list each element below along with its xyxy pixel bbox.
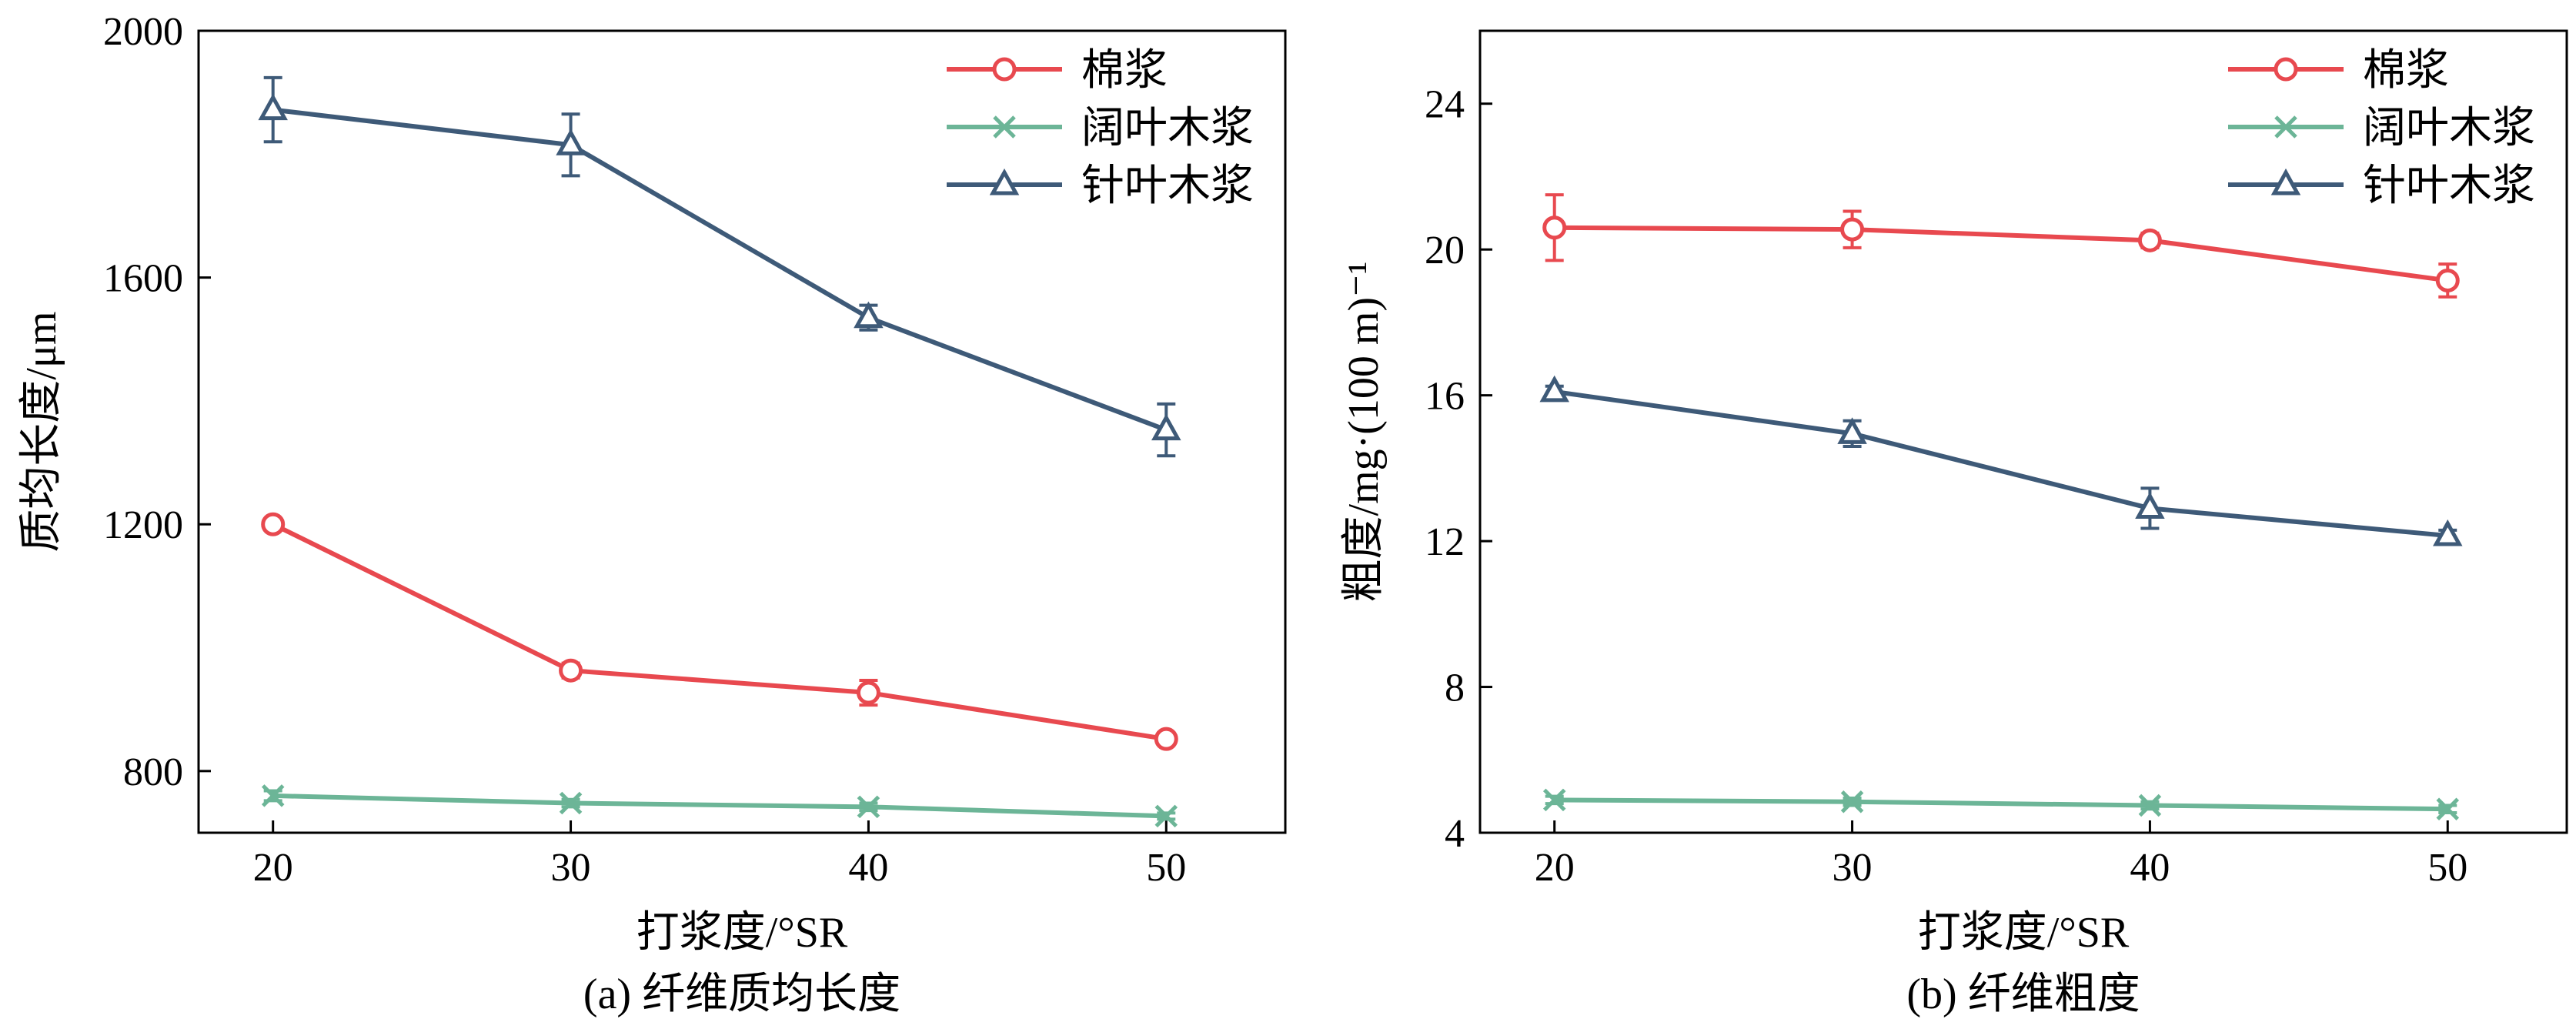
plot-frame [1478, 29, 2568, 834]
x-tick-label: 30 [551, 846, 591, 890]
data-point [2436, 797, 2460, 820]
data-point [1840, 217, 1865, 242]
y-axis-title: 质均长度/μm [18, 311, 65, 552]
x-tick-label: 40 [2130, 846, 2170, 890]
series-line [1554, 797, 2448, 812]
series-line [1554, 389, 2448, 538]
y-tick-label: 1200 [103, 503, 183, 547]
data-point [1840, 790, 1864, 814]
data-point [2435, 268, 2460, 292]
y-tick-label: 8 [1445, 667, 1465, 710]
legend-marker [992, 57, 1017, 82]
data-point [1151, 413, 1181, 441]
data-point [559, 791, 583, 815]
x-tick-label: 50 [2427, 846, 2467, 890]
data-point [2138, 793, 2162, 817]
data-point [857, 795, 880, 819]
data-point [1154, 804, 1178, 828]
x-tick-label: 20 [1535, 846, 1575, 890]
x-axis-title: 打浆度/°SR [1918, 909, 2130, 957]
data-point [856, 680, 880, 705]
legend-label: 阔叶木浆 [1081, 105, 1254, 152]
legend-label: 棉浆 [1081, 47, 1168, 95]
legend-marker [2270, 168, 2301, 195]
x-tick-label: 20 [253, 846, 293, 890]
y-tick-label: 12 [1425, 520, 1465, 564]
data-point [1542, 215, 1567, 240]
panel-caption: (a) 纤维质均长度 [583, 971, 900, 1018]
data-point [1154, 727, 1178, 751]
data-point [556, 129, 586, 155]
y-axis-title: 粗度/mg·(100 m)⁻¹ [1340, 262, 1388, 603]
y-tick-label: 2000 [103, 10, 183, 54]
y-tick-label: 800 [123, 750, 183, 794]
data-point [2433, 519, 2463, 546]
y-tick-label: 20 [1425, 229, 1465, 272]
y-tick-label: 24 [1425, 83, 1465, 127]
data-point [258, 93, 288, 121]
legend-label: 棉浆 [2363, 47, 2449, 95]
legend-marker [2274, 115, 2297, 139]
series-line [272, 793, 1167, 819]
data-point [261, 784, 285, 807]
series-line [1554, 225, 2448, 283]
y-tick-label: 4 [1445, 812, 1465, 856]
x-axis-title: 打浆度/°SR [636, 909, 848, 957]
data-point [2135, 492, 2165, 519]
y-tick-label: 1600 [103, 257, 183, 301]
data-point [261, 512, 286, 536]
x-tick-label: 40 [848, 846, 888, 890]
x-tick-label: 50 [1146, 846, 1186, 890]
data-point [1542, 788, 1566, 812]
panel-caption: (b) 纤维粗度 [1906, 971, 2140, 1018]
data-point [559, 658, 583, 683]
legend-label: 针叶木浆 [2363, 162, 2535, 210]
plot-frame [197, 29, 1287, 834]
legend-marker [989, 168, 1020, 195]
legend-label: 阔叶木浆 [2363, 105, 2535, 152]
legend-label: 针叶木浆 [1081, 162, 1254, 210]
data-point [2137, 228, 2162, 252]
data-point [854, 301, 884, 329]
x-tick-label: 30 [1833, 846, 1873, 890]
series-line [272, 107, 1168, 433]
data-point [1837, 417, 1867, 444]
legend-marker [993, 115, 1016, 139]
series-line [272, 522, 1167, 742]
y-tick-label: 16 [1425, 375, 1465, 419]
data-point [1539, 375, 1569, 403]
legend-marker [2274, 57, 2298, 82]
